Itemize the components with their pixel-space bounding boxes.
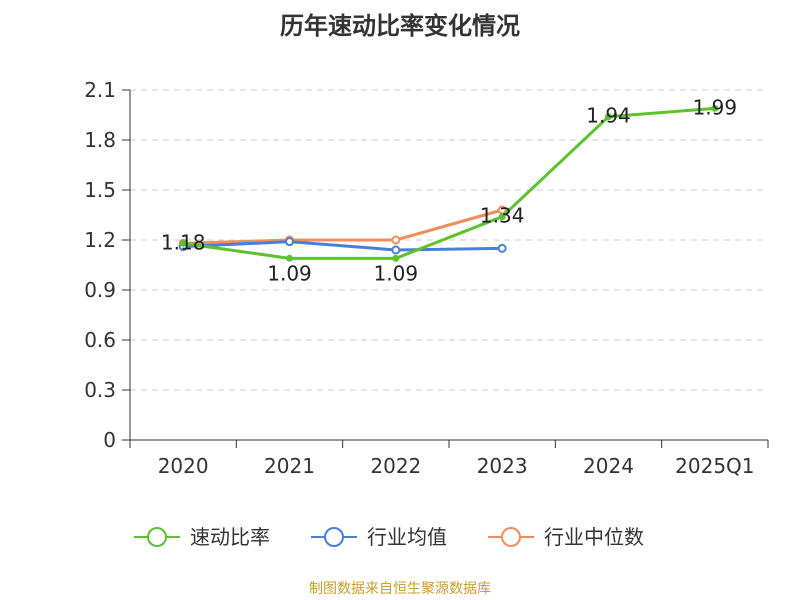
legend-item-2[interactable]: 行业中位数 — [488, 525, 644, 549]
legend-label: 行业均值 — [367, 525, 447, 549]
y-tick-label: 2.1 — [84, 78, 116, 102]
y-tick-label: 0.6 — [84, 328, 116, 352]
chart-title: 历年速动比率变化情况 — [280, 12, 520, 40]
series-line-2 — [183, 208, 503, 245]
y-tick-label: 1.8 — [84, 128, 116, 152]
data-point[interactable] — [605, 113, 612, 121]
data-label: 1.18 — [161, 230, 206, 254]
data-point[interactable] — [498, 213, 506, 221]
source-note: 制图数据来自恒生聚源数据库 — [309, 581, 491, 597]
data-label: 1.09 — [267, 261, 312, 285]
legend-circle-icon — [501, 527, 521, 547]
x-tick-label: 2020 — [158, 454, 209, 478]
legend-label: 行业中位数 — [544, 525, 644, 549]
x-tick-label: 2024 — [583, 454, 634, 478]
legend[interactable]: 速动比率 行业均值 行业中位数 — [134, 525, 644, 549]
y-tick-label: 0.3 — [84, 378, 116, 402]
y-tick-label: 0 — [103, 428, 116, 452]
y-tick-label: 0.9 — [84, 278, 116, 302]
legend-circle-icon — [324, 527, 344, 547]
data-point[interactable] — [392, 254, 400, 262]
data-label: 1.09 — [374, 261, 419, 285]
data-point[interactable] — [285, 237, 294, 247]
legend-label: 速动比率 — [190, 525, 270, 549]
data-point[interactable] — [179, 239, 187, 247]
grid-layer — [130, 89, 768, 391]
data-label: 1.34 — [480, 204, 525, 228]
data-point[interactable] — [497, 243, 507, 253]
data-label: 1.94 — [586, 104, 631, 128]
series-line-0 — [182, 106, 715, 260]
series-line-1 — [183, 240, 503, 252]
data-point[interactable] — [391, 235, 401, 245]
x-tick-label: 2021 — [264, 454, 315, 478]
x-tick-label: 2023 — [477, 454, 528, 478]
x-tick-label: 2025Q1 — [675, 454, 754, 478]
data-point[interactable] — [711, 104, 719, 112]
data-label-layer: 1.18 1.09 1.09 1.34 1.94 1.99 — [161, 95, 737, 285]
legend-item-1[interactable]: 行业均值 — [311, 525, 447, 549]
x-tick-label: 2022 — [370, 454, 421, 478]
y-tick-label: 1.2 — [84, 228, 116, 252]
legend-circle-icon — [147, 527, 167, 547]
data-point[interactable] — [391, 245, 401, 255]
data-label: 1.99 — [693, 95, 738, 119]
axis-layer: 0 0.3 0.6 0.9 1.2 1.5 1.8 2.1 2020 2021 2022 2023 20… — [84, 78, 769, 478]
series-layer — [178, 104, 719, 262]
data-point[interactable] — [286, 254, 293, 262]
legend-item-0[interactable]: 速动比率 — [134, 525, 270, 549]
y-tick-label: 1.5 — [84, 178, 116, 202]
